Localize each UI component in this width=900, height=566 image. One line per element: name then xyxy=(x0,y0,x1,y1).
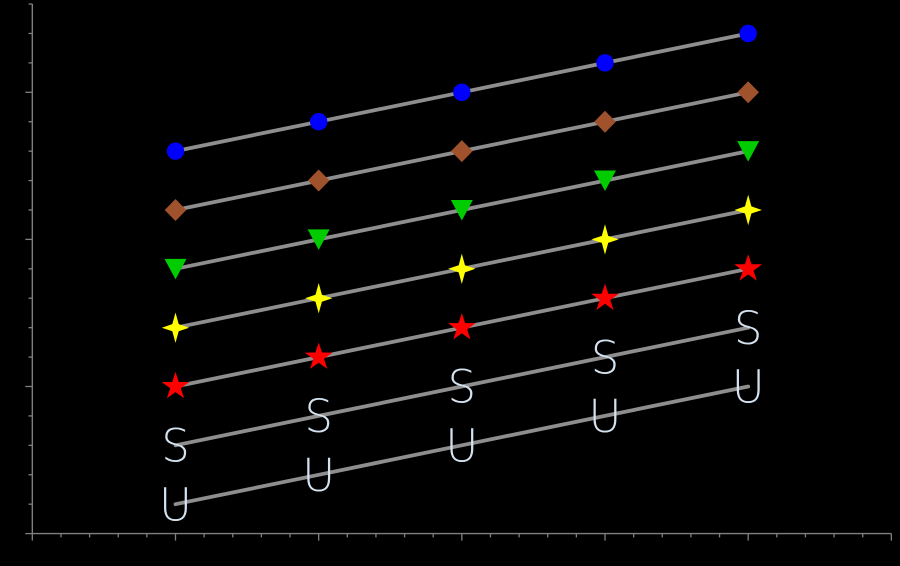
marker-diamond-icon xyxy=(164,198,187,221)
marker-letter-s-icon: S xyxy=(448,361,477,414)
marker-letter-s-icon: S xyxy=(161,420,190,473)
marker-letter-u-icon: U xyxy=(159,478,192,531)
marker-diamond-icon xyxy=(594,110,616,133)
marker-four-point-star-icon xyxy=(734,194,762,226)
marker-letter-u-icon: U xyxy=(732,361,765,414)
marker-circle-icon xyxy=(453,83,471,102)
marker-letter-s-icon: S xyxy=(734,302,763,355)
marker-circle-icon xyxy=(309,113,328,131)
marker-letter-u-icon: U xyxy=(445,420,478,473)
marker-triangle-down-icon xyxy=(737,141,760,162)
marker-triangle-down-icon xyxy=(450,199,473,221)
marker-diamond-icon xyxy=(307,169,330,192)
marker-five-point-star-icon xyxy=(448,313,476,340)
marker-diamond-icon xyxy=(737,81,759,104)
marker-circle-icon xyxy=(596,54,614,72)
marker-triangle-down-icon xyxy=(594,170,617,192)
marker-triangle-down-icon xyxy=(307,229,330,250)
series-line-letter-s-series xyxy=(173,325,751,448)
marker-triangle-down-icon xyxy=(164,258,187,280)
marker-letter-u-icon: U xyxy=(589,390,622,443)
marker-letter-u-icon: U xyxy=(302,449,335,502)
marker-five-point-star-icon xyxy=(734,254,763,281)
marker-five-point-star-icon xyxy=(304,342,333,369)
marker-four-point-star-icon xyxy=(305,283,333,314)
marker-four-point-star-icon xyxy=(448,253,476,284)
series-line-letter-u-series xyxy=(173,384,751,507)
marker-five-point-star-icon xyxy=(161,371,190,399)
marker-circle-icon xyxy=(166,142,185,160)
marker-five-point-star-icon xyxy=(591,283,619,311)
marker-circle-icon xyxy=(739,24,757,43)
marker-diamond-icon xyxy=(451,140,473,163)
marker-letter-s-icon: S xyxy=(591,331,620,384)
marker-letter-s-icon: S xyxy=(304,390,333,443)
marker-four-point-star-icon xyxy=(161,312,190,343)
marker-four-point-star-icon xyxy=(591,224,619,255)
